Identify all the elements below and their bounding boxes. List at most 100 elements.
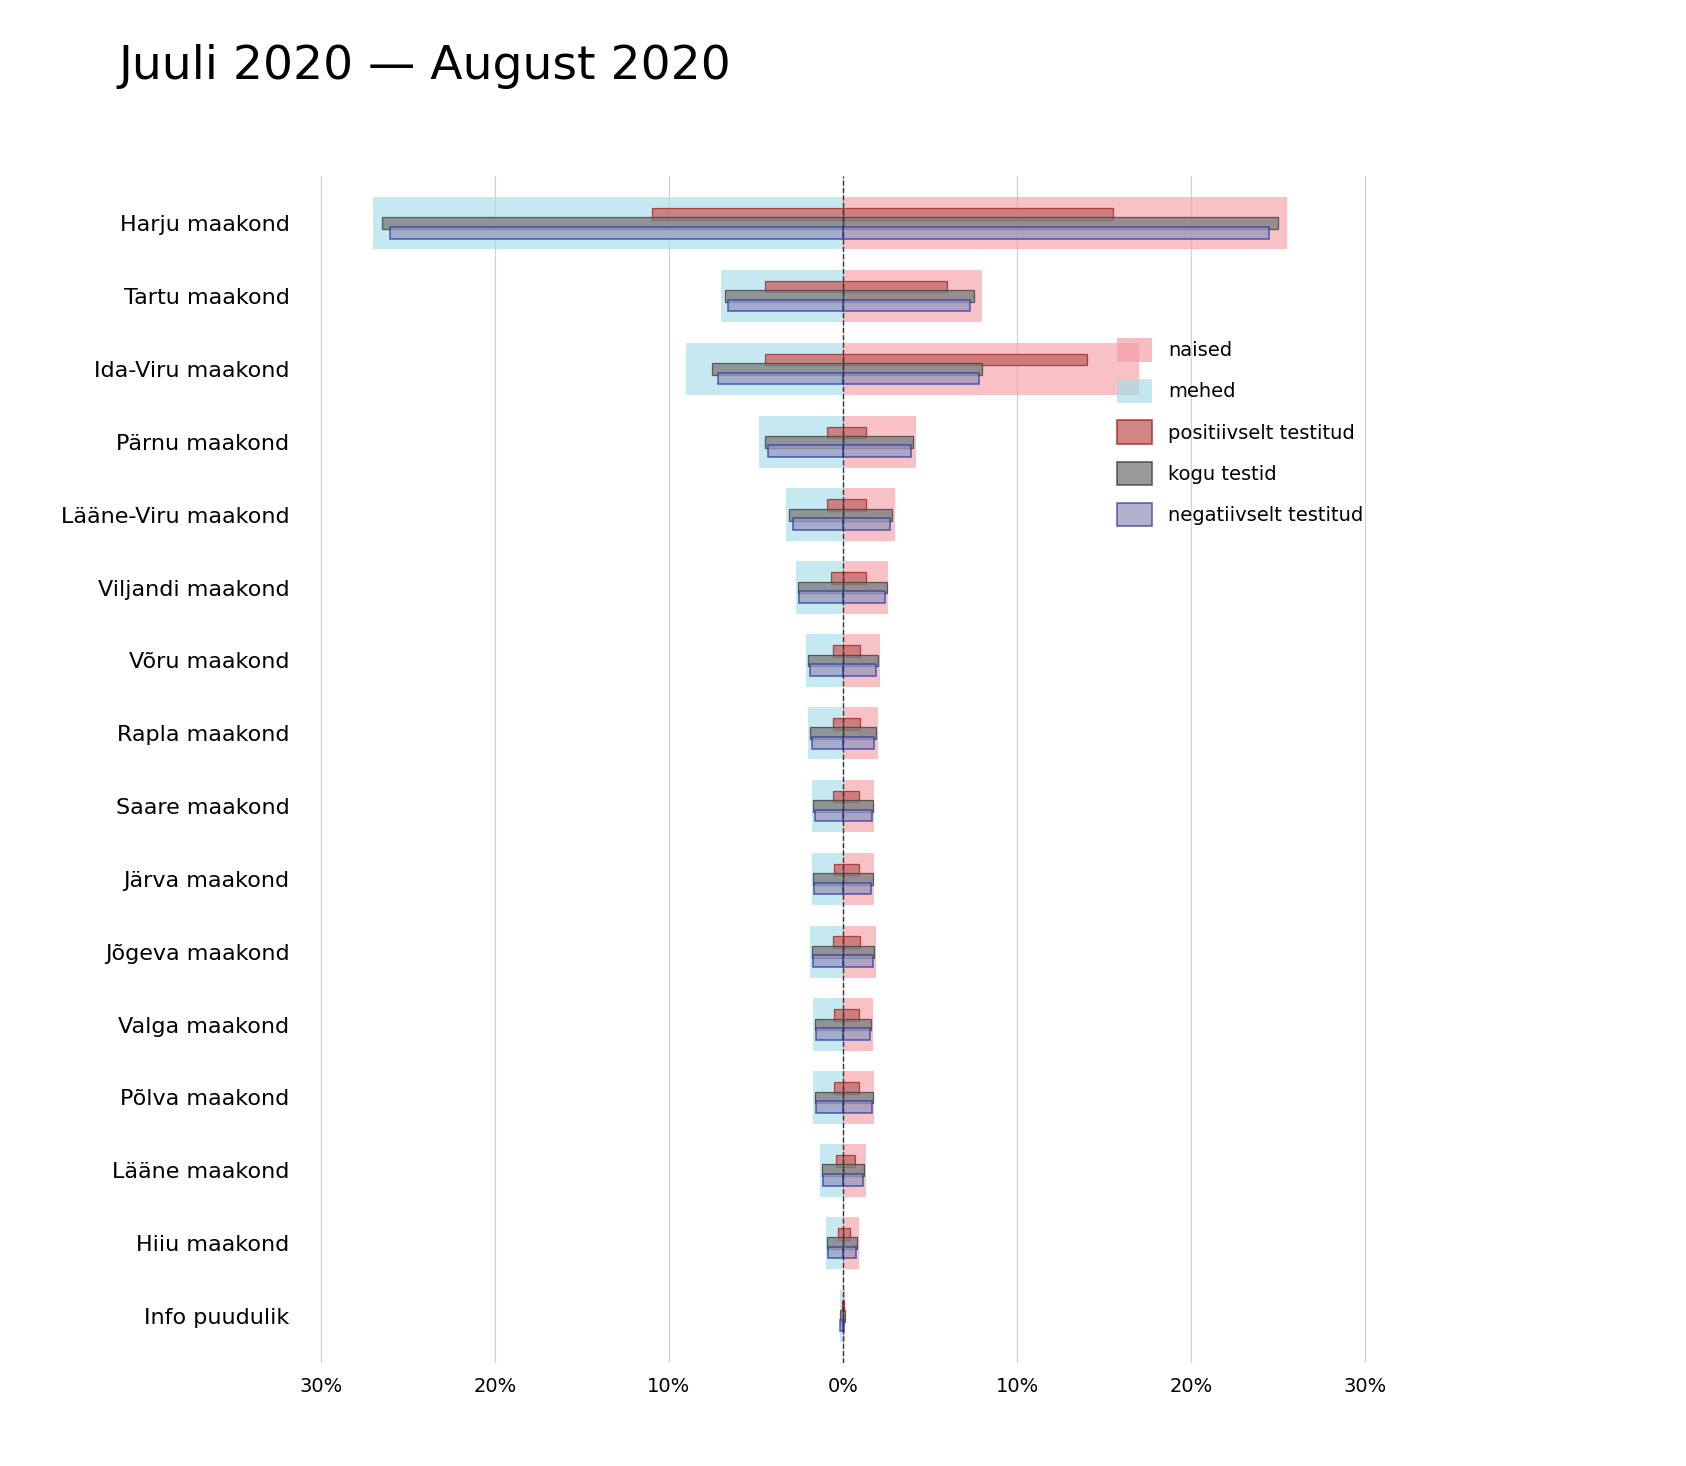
Bar	[843, 664, 877, 676]
Bar	[843, 1311, 845, 1322]
Bar	[831, 572, 843, 583]
Bar	[814, 1019, 843, 1031]
Bar	[811, 780, 843, 833]
Bar	[843, 790, 858, 802]
Bar	[728, 299, 843, 311]
Bar	[843, 372, 980, 384]
Bar	[843, 519, 890, 531]
Bar	[843, 446, 910, 457]
Bar	[843, 956, 873, 968]
Bar	[843, 883, 872, 894]
Bar	[843, 196, 1286, 249]
Bar	[843, 645, 860, 657]
Bar	[816, 1101, 843, 1113]
Bar	[814, 1092, 843, 1104]
Bar	[843, 227, 1270, 239]
Bar	[833, 937, 843, 949]
Bar	[843, 1019, 872, 1031]
Bar	[843, 1082, 858, 1094]
Bar	[843, 654, 878, 666]
Bar	[828, 427, 843, 438]
Bar	[811, 737, 843, 749]
Bar	[843, 937, 860, 949]
Bar	[809, 925, 843, 978]
Bar	[843, 809, 872, 821]
Bar	[725, 290, 843, 302]
Bar	[840, 1319, 843, 1331]
Bar	[833, 645, 843, 657]
Bar	[811, 946, 843, 957]
Bar	[765, 353, 843, 365]
Bar	[843, 1143, 865, 1196]
Bar	[843, 364, 983, 375]
Bar	[843, 874, 873, 885]
Bar	[813, 800, 843, 812]
Bar	[843, 707, 878, 759]
Bar	[843, 635, 880, 686]
Bar	[843, 1246, 856, 1258]
Bar	[843, 1009, 858, 1020]
Bar	[843, 281, 948, 293]
Bar	[759, 415, 843, 468]
Bar	[833, 790, 843, 802]
Bar	[813, 956, 843, 968]
Bar	[821, 1143, 843, 1196]
Bar	[843, 1092, 873, 1104]
Bar	[718, 372, 843, 384]
Bar	[835, 1082, 843, 1094]
Bar	[722, 270, 843, 323]
Bar	[765, 281, 843, 293]
Bar	[381, 217, 843, 229]
Bar	[843, 718, 860, 730]
Bar	[792, 519, 843, 531]
Bar	[843, 1174, 863, 1186]
Bar	[840, 1290, 843, 1343]
Bar	[796, 561, 843, 614]
Bar	[686, 343, 843, 396]
Bar	[843, 1217, 858, 1270]
Bar	[799, 591, 843, 603]
Bar	[843, 427, 865, 438]
Bar	[828, 500, 843, 512]
Bar	[811, 853, 843, 905]
Bar	[823, 1174, 843, 1186]
Bar	[843, 1028, 870, 1039]
Bar	[843, 1072, 875, 1124]
Bar	[835, 1009, 843, 1020]
Bar	[816, 1028, 843, 1039]
Bar	[843, 572, 865, 583]
Bar	[713, 364, 843, 375]
Bar	[843, 1155, 855, 1167]
Bar	[843, 800, 873, 812]
Bar	[843, 863, 858, 875]
Bar	[769, 446, 843, 457]
Bar	[373, 196, 843, 249]
Bar	[843, 299, 969, 311]
Legend: naised, mehed, positiivselt testitud, kogu testid, negatiivselt testitud: naised, mehed, positiivselt testitud, ko…	[1108, 328, 1372, 537]
Bar	[836, 1155, 843, 1167]
Bar	[840, 1311, 843, 1322]
Bar	[843, 780, 875, 833]
Bar	[843, 343, 1138, 396]
Bar	[814, 883, 843, 894]
Bar	[391, 227, 843, 239]
Bar	[843, 435, 912, 447]
Bar	[813, 1072, 843, 1124]
Bar	[843, 737, 875, 749]
Bar	[808, 707, 843, 759]
Bar	[843, 925, 877, 978]
Bar	[843, 353, 1087, 365]
Bar	[838, 1229, 843, 1240]
Bar	[813, 874, 843, 885]
Bar	[826, 1217, 843, 1270]
Bar	[843, 591, 885, 603]
Bar	[786, 488, 843, 541]
Bar	[833, 718, 843, 730]
Bar	[835, 863, 843, 875]
Bar	[809, 664, 843, 676]
Bar	[828, 1237, 843, 1249]
Bar	[789, 509, 843, 520]
Bar	[843, 270, 983, 323]
Bar	[843, 1237, 856, 1249]
Bar	[843, 500, 865, 512]
